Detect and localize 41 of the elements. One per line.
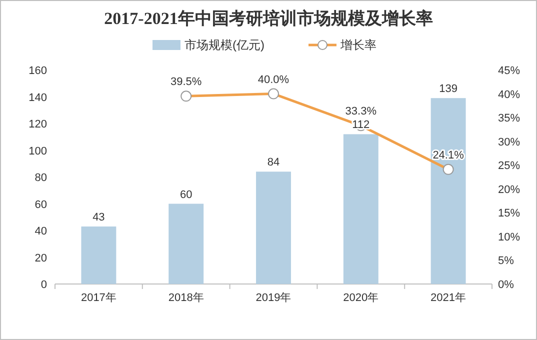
data-label: 112 <box>352 119 370 132</box>
y-tick-label: 20 <box>34 252 47 264</box>
data-label: 39.5% <box>170 76 202 88</box>
legend-label: 市场规模(亿元) <box>184 38 264 52</box>
y2-tick-label: 45% <box>498 65 520 77</box>
y-tick-label: 140 <box>28 92 47 104</box>
y-tick-label: 40 <box>34 226 47 238</box>
y2-tick-label: 30% <box>498 136 520 148</box>
data-label: 139 <box>439 83 458 96</box>
y2-tick-label: 35% <box>498 112 520 125</box>
data-label: 24.1% <box>432 149 464 162</box>
y2-tick-label: 40% <box>498 88 520 101</box>
y-tick-label: 160 <box>28 65 47 77</box>
x-tick-label: 2017年 <box>80 292 116 304</box>
y2-tick-label: 0% <box>498 279 514 291</box>
y-tick-label: 120 <box>28 118 47 130</box>
data-label: 43 <box>92 211 105 224</box>
y-tick-label: 60 <box>34 198 47 211</box>
y2-tick-label: 25% <box>498 160 520 172</box>
y2-tick-label: 20% <box>498 184 520 196</box>
legend-label: 增长率 <box>340 38 376 52</box>
data-label: 60 <box>180 188 192 201</box>
data-label: 84 <box>267 156 280 169</box>
y2-tick-label: 10% <box>498 231 520 244</box>
chart-title: 2017-2021年中国考研培训市场规模及增长率 <box>104 9 433 28</box>
bar <box>256 172 291 284</box>
bar <box>81 226 116 284</box>
data-label: 33.3% <box>345 106 377 118</box>
y2-tick-label: 15% <box>498 208 520 220</box>
x-tick-label: 2019年 <box>256 292 292 304</box>
bar <box>343 134 378 284</box>
x-tick-label: 2020年 <box>343 292 379 304</box>
bar <box>430 98 466 284</box>
y-tick-label: 80 <box>34 172 47 184</box>
x-tick-label: 2018年 <box>168 292 204 304</box>
y-tick-label: 0 <box>40 279 47 291</box>
bar <box>168 204 204 284</box>
y2-tick-label: 5% <box>498 255 514 268</box>
data-label: 40.0% <box>258 74 290 86</box>
y-tick-label: 100 <box>28 145 47 158</box>
x-tick-label: 2021年 <box>430 292 466 304</box>
